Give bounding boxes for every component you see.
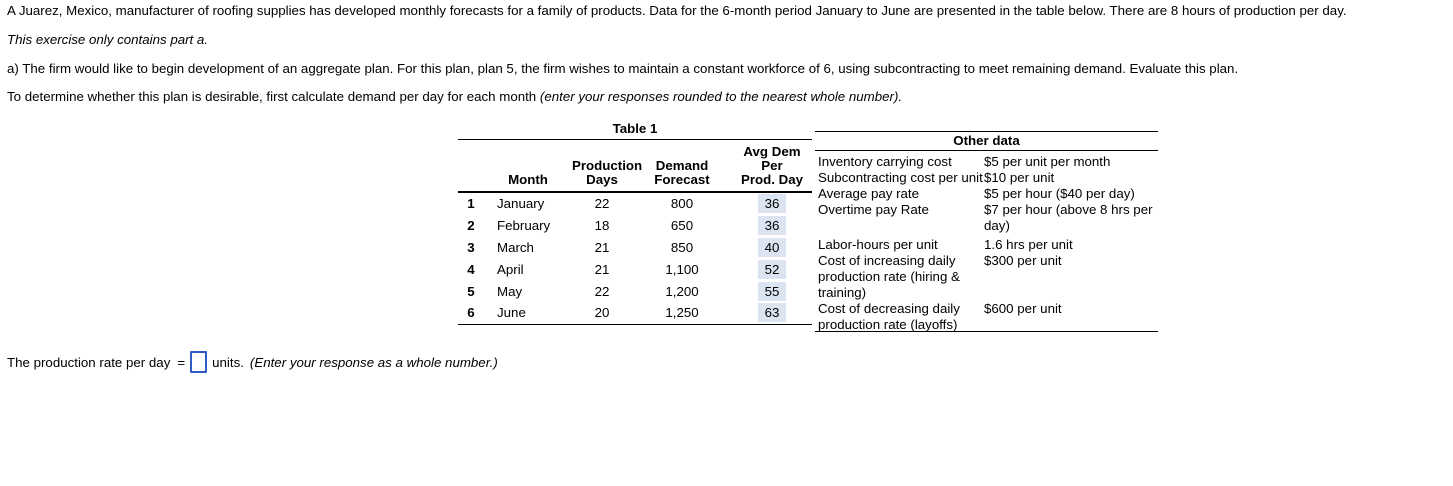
avg-demand-answer-field[interactable]: 40 <box>758 237 786 257</box>
other-data-label: Subcontracting cost per unit <box>818 170 983 185</box>
month-cell: February <box>497 217 551 233</box>
other-data-row: Subcontracting cost per unit $10 per uni… <box>815 170 1158 186</box>
avg-demand-cell: 55 <box>732 280 812 302</box>
table-row: 4 April 21 1,100 52 <box>458 258 812 280</box>
avg-demand-answer-field[interactable]: 52 <box>758 259 786 279</box>
table-row: 5 May 22 1,200 55 <box>458 280 812 302</box>
row-number: 3 <box>467 239 475 255</box>
other-data-label: Cost of decreasing daily production rate… <box>818 301 960 332</box>
other-data-table: Other data Inventory carrying cost $5 pe… <box>815 131 1158 332</box>
table-1-header-row: Month Production Days Demand Forecast Av… <box>458 139 812 193</box>
avg-demand-answer-field[interactable]: 55 <box>758 281 786 301</box>
production-days-cell: 21 <box>594 261 610 277</box>
table-row: 2 February 18 650 36 <box>458 214 812 236</box>
row-number: 2 <box>467 217 475 233</box>
avg-demand-cell: 36 <box>732 192 812 214</box>
avg-demand-cell: 36 <box>732 214 812 236</box>
other-data-label: Overtime pay Rate <box>818 202 929 217</box>
other-data-title: Other data <box>815 132 1158 151</box>
col-header-production-days: Production Days <box>572 139 642 193</box>
month-cell: March <box>497 239 534 255</box>
instruction-text: To determine whether this plan is desira… <box>7 89 540 104</box>
production-rate-input[interactable] <box>190 351 208 373</box>
other-data-value: $5 per unit per month <box>984 154 1111 169</box>
col-header-demand-forecast: Demand Forecast <box>632 139 732 193</box>
other-data-label: Cost of increasing daily production rate… <box>818 253 960 300</box>
row-number: 1 <box>467 196 475 211</box>
avg-demand-answer-field[interactable]: 63 <box>758 303 786 323</box>
answer-prefix: The production rate per day <box>7 354 171 370</box>
month-cell: June <box>497 305 526 321</box>
other-data-value: $5 per hour ($40 per day) <box>984 186 1135 201</box>
other-data-row: Labor-hours per unit 1.6 hrs per unit <box>815 237 1158 253</box>
other-data-row: Cost of decreasing daily production rate… <box>815 301 1158 333</box>
answer-hint: (Enter your response as a whole number.) <box>249 354 498 370</box>
table-row: 3 March 21 850 40 <box>458 236 812 258</box>
table-row: 1 January 22 800 36 <box>458 192 812 214</box>
avg-demand-answer-field[interactable]: 36 <box>758 215 786 235</box>
other-data-label: Average pay rate <box>818 186 920 201</box>
production-days-cell: 20 <box>594 305 610 321</box>
col-header-month: Month <box>484 139 572 193</box>
other-data-row: Cost of increasing daily production rate… <box>815 253 1158 301</box>
demand-forecast-cell: 650 <box>670 217 694 233</box>
demand-forecast-cell: 1,200 <box>665 283 699 299</box>
row-number: 4 <box>467 261 475 277</box>
production-days-cell: 22 <box>594 196 610 211</box>
other-data-value: $300 per unit <box>984 253 1062 268</box>
other-data-body: Inventory carrying cost $5 per unit per … <box>815 151 1158 333</box>
production-days-cell: 22 <box>594 283 610 299</box>
other-data-label: Labor-hours per unit <box>818 237 938 252</box>
row-number: 6 <box>467 305 475 321</box>
month-cell: January <box>497 196 545 211</box>
avg-demand-cell: 40 <box>732 236 812 258</box>
production-days-cell: 21 <box>594 239 610 255</box>
table-row: 6 June 20 1,250 63 <box>458 302 812 324</box>
problem-intro: A Juarez, Mexico, manufacturer of roofin… <box>7 3 1347 18</box>
avg-demand-answer-field[interactable]: 36 <box>758 194 786 213</box>
problem-instruction: To determine whether this plan is desira… <box>7 89 902 104</box>
other-data-row: Inventory carrying cost $5 per unit per … <box>815 154 1158 170</box>
other-data-label: Inventory carrying cost <box>818 154 952 169</box>
problem-note: This exercise only contains part a. <box>7 32 209 47</box>
avg-demand-cell: 63 <box>732 302 812 324</box>
equals-sign: = <box>177 354 186 370</box>
table-1-grid: Month Production Days Demand Forecast Av… <box>458 139 812 325</box>
row-number: 5 <box>467 283 475 299</box>
month-cell: April <box>497 261 524 277</box>
col-header-row-number <box>458 139 484 193</box>
demand-forecast-cell: 1,250 <box>665 305 699 321</box>
answer-line: The production rate per day = units. (En… <box>7 349 498 375</box>
problem-part-a: a) The firm would like to begin developm… <box>7 61 1239 76</box>
table-1-title: Table 1 <box>612 121 658 136</box>
demand-forecast-cell: 800 <box>670 196 694 211</box>
production-days-cell: 18 <box>594 217 610 233</box>
col-header-avg-dem-per-prod-day: Avg Dem Per Prod. Day <box>732 139 812 193</box>
answer-suffix: units. <box>212 354 244 370</box>
demand-forecast-cell: 1,100 <box>665 261 699 277</box>
other-data-row: Average pay rate $5 per hour ($40 per da… <box>815 186 1158 202</box>
other-data-value: $600 per unit <box>984 301 1062 316</box>
other-data-value: $7 per hour (above 8 hrs per day) <box>984 202 1153 233</box>
instruction-note: (enter your responses rounded to the nea… <box>539 89 903 104</box>
other-data-row: Overtime pay Rate $7 per hour (above 8 h… <box>815 202 1158 234</box>
other-data-value: 1.6 hrs per unit <box>984 237 1073 252</box>
other-data-value: $10 per unit <box>984 170 1055 185</box>
demand-forecast-cell: 850 <box>670 239 694 255</box>
month-cell: May <box>497 283 523 299</box>
table-1: Table 1 Month Production Days Demand For… <box>458 120 812 325</box>
avg-demand-cell: 52 <box>732 258 812 280</box>
